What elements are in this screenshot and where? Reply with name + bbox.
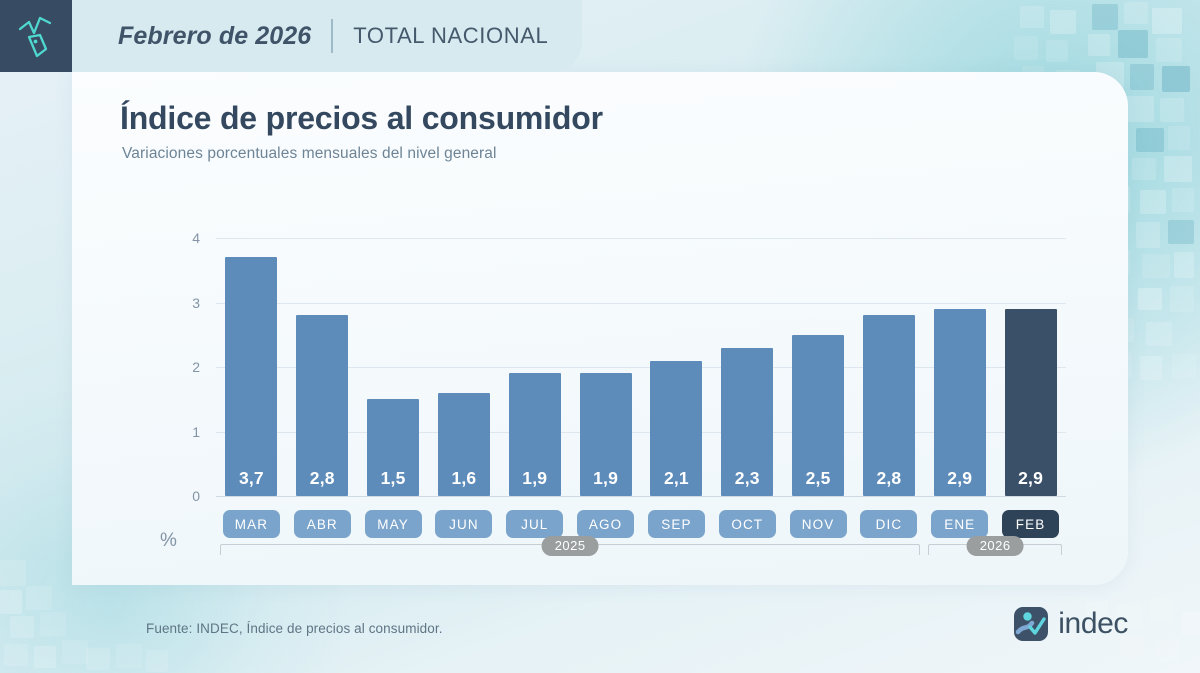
year-label-2026: 2026 bbox=[966, 536, 1024, 556]
month-pill-ago[interactable]: AGO bbox=[577, 510, 635, 538]
bar-value-label: 1,9 bbox=[522, 468, 548, 488]
bar-value-label: 2,9 bbox=[947, 468, 973, 488]
plot-area: 0 1 2 3 4 3,7 MAR 2,8 ABR 1,5 MAY 1,6 JUN 1,9 JUL 1,9 AG… bbox=[192, 230, 1066, 538]
page-title: Índice de precios al consumidor bbox=[120, 100, 603, 136]
month-pill-nov[interactable]: NOV bbox=[789, 510, 847, 538]
bar-value-label: 2,9 bbox=[1018, 468, 1044, 488]
month-pill-oct[interactable]: OCT bbox=[718, 510, 776, 538]
bar-ago: 1,9 bbox=[579, 373, 632, 496]
y-axis-tick: 2 bbox=[192, 359, 200, 375]
month-pill-may[interactable]: MAY bbox=[364, 510, 422, 538]
bar-oct: 2,3 bbox=[721, 347, 774, 496]
header-bar: Febrero de 2026 TOTAL NACIONAL bbox=[72, 0, 582, 72]
bar-value-label: 2,8 bbox=[876, 468, 902, 488]
indec-chart-tag-icon bbox=[18, 16, 52, 58]
month-pill-mar[interactable]: MAR bbox=[222, 510, 280, 538]
gridline-2: 2 bbox=[192, 359, 1066, 375]
bar-value-label: 1,6 bbox=[451, 468, 477, 488]
bar-jun: 1,6 bbox=[437, 392, 490, 496]
bar-value-label: 2,8 bbox=[309, 468, 335, 488]
gridline-3: 3 bbox=[192, 295, 1066, 311]
bar-abr: 2,8 bbox=[296, 315, 349, 496]
month-pill-feb[interactable]: FEB bbox=[1002, 510, 1060, 538]
bar-nov: 2,5 bbox=[792, 334, 845, 496]
bar-may: 1,5 bbox=[367, 399, 420, 496]
header-date: Febrero de 2026 bbox=[118, 21, 312, 50]
month-pill-ene[interactable]: ENE bbox=[931, 510, 989, 538]
month-pill-jun[interactable]: JUN bbox=[435, 510, 493, 538]
source-note: Fuente: INDEC, Índice de precios al cons… bbox=[146, 621, 443, 636]
y-axis-tick: 0 bbox=[192, 488, 200, 504]
indec-logo: indec bbox=[1013, 606, 1128, 642]
bar-dic: 2,8 bbox=[862, 315, 915, 496]
indec-wordmark: indec bbox=[1058, 607, 1128, 640]
header-divider bbox=[331, 19, 334, 53]
bar-mar: 3,7 bbox=[225, 257, 278, 496]
y-axis-tick: 3 bbox=[192, 294, 200, 311]
indec-logo-icon bbox=[1014, 607, 1049, 641]
gridline-4: 4 bbox=[192, 230, 1066, 246]
bar-feb: 2,9 bbox=[1004, 308, 1057, 496]
year-brackets: 2025 2026 bbox=[216, 536, 1066, 572]
bar-value-label: 1,5 bbox=[380, 468, 406, 488]
content-card: Índice de precios al consumidor Variacio… bbox=[72, 72, 1128, 585]
month-pill-sep[interactable]: SEP bbox=[647, 510, 705, 538]
bar-ene: 2,9 bbox=[933, 308, 986, 496]
month-pill-abr[interactable]: ABR bbox=[293, 510, 351, 538]
y-axis-tick: 4 bbox=[192, 230, 200, 246]
brand-mark bbox=[0, 0, 72, 72]
year-label-2025: 2025 bbox=[541, 536, 599, 556]
y-axis-tick: 1 bbox=[192, 423, 200, 440]
month-pill-jul[interactable]: JUL bbox=[506, 510, 564, 538]
page-subtitle: Variaciones porcentuales mensuales del n… bbox=[122, 145, 497, 162]
y-axis-unit: % bbox=[160, 530, 177, 551]
gridline-0: 0 bbox=[192, 488, 1066, 504]
bar-jul: 1,9 bbox=[508, 373, 561, 496]
bar-value-label: 2,5 bbox=[805, 468, 831, 488]
bar-value-label: 3,7 bbox=[238, 468, 264, 488]
bar-sep: 2,1 bbox=[650, 360, 703, 496]
bar-value-label: 2,1 bbox=[663, 468, 689, 488]
bar-chart: % 0 1 2 3 4 3,7 MAR 2,8 ABR 1,5 MAY 1,6 JUN 1,9 JUL 1,9… bbox=[110, 230, 1110, 560]
bar-value-label: 2,3 bbox=[734, 468, 760, 488]
gridline-1: 1 bbox=[192, 424, 1066, 440]
bar-value-label: 1,9 bbox=[593, 468, 619, 488]
header-scope: TOTAL NACIONAL bbox=[353, 23, 549, 48]
month-pill-dic[interactable]: DIC bbox=[860, 510, 918, 538]
